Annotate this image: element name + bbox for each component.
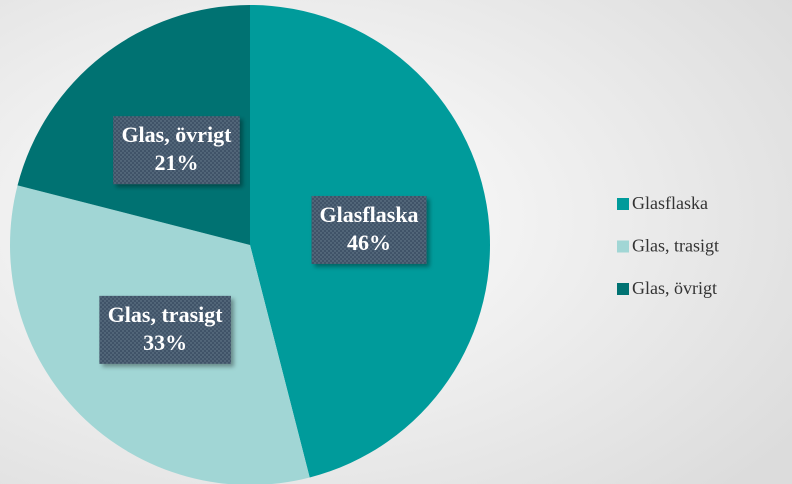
legend-swatch (617, 283, 629, 295)
label-box (311, 195, 427, 264)
legend-swatch (617, 198, 629, 210)
label-name: Glas, övrigt (121, 122, 232, 147)
legend-label: Glasflaska (632, 193, 708, 213)
label-value: 46% (347, 230, 391, 255)
label-name: Glas, trasigt (108, 302, 224, 327)
label-box (113, 116, 240, 185)
label-value: 33% (143, 330, 187, 355)
data-label: Glas, trasigt 33% (99, 295, 231, 364)
label-box (99, 295, 231, 364)
data-label: Glas, övrigt 21% (113, 116, 240, 185)
legend-label: Glas, övrigt (632, 278, 717, 298)
label-value: 21% (154, 150, 198, 175)
legend-swatch (617, 240, 629, 253)
label-name: Glasflaska (320, 202, 419, 227)
data-label: Glasflaska 46% (311, 195, 427, 264)
legend-label: Glas, trasigt (632, 236, 719, 256)
